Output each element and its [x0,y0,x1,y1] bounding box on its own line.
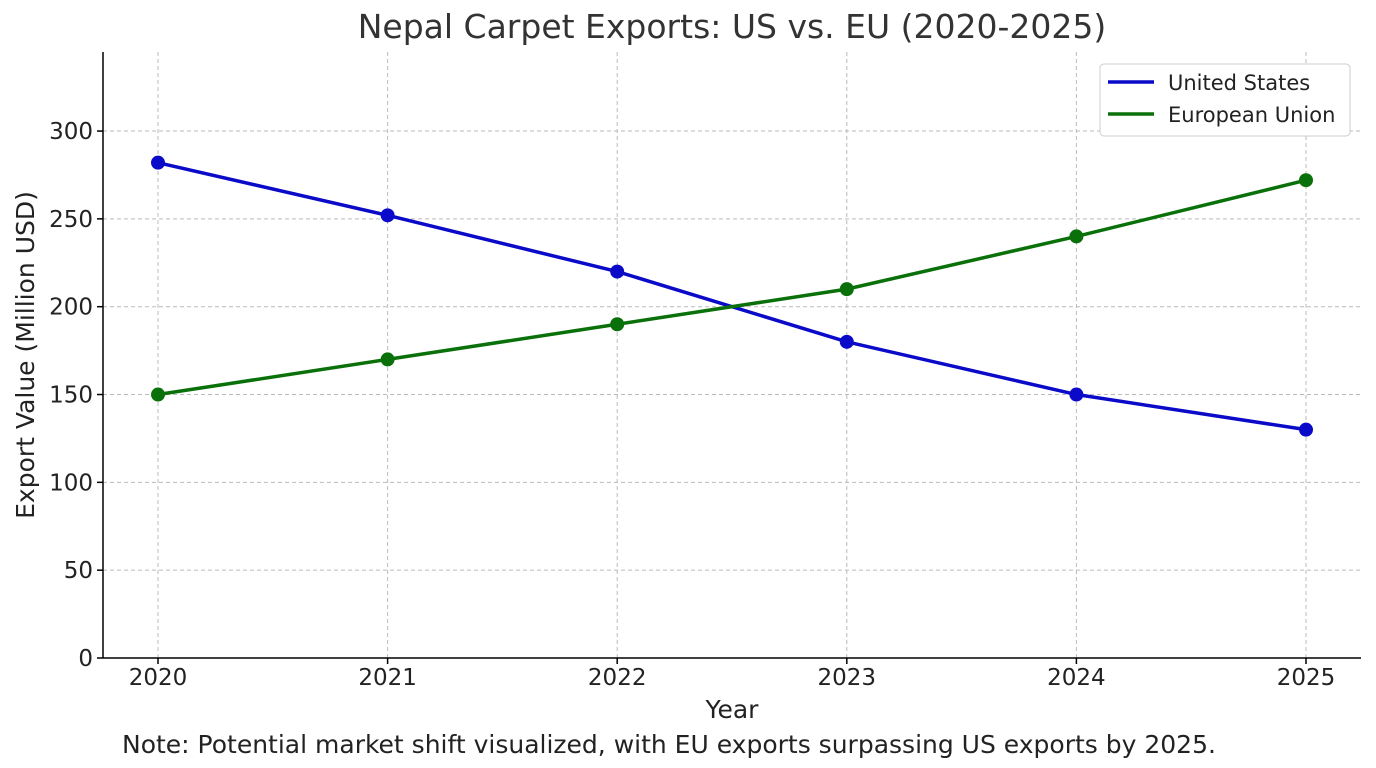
chart-note: Note: Potential market shift visualized,… [122,730,1216,759]
y-tick-label: 100 [49,470,93,496]
data-point-eu [151,387,165,402]
data-point-eu [839,282,854,297]
x-axis-label: Year [705,695,760,724]
y-axis-label: Export Value (Million USD) [11,191,40,519]
series-line-eu [157,178,1307,397]
data-point-eu [1299,173,1313,188]
tick-labels: 0 50 100 150 200 250 300 2020 2021 2022 2023 2024 20… [49,119,1335,691]
legend-label-us: United States [1168,71,1310,95]
data-point-us [151,155,165,170]
x-tick-label: 2021 [358,665,417,691]
legend-box [1099,63,1351,137]
data-point-eu [380,352,395,367]
x-tick-label: 2022 [588,665,647,691]
data-point-us [839,334,854,349]
y-tick-label: 200 [49,295,93,321]
series-group [151,155,1313,437]
grid [103,52,1361,658]
x-tick-label: 2023 [818,665,877,691]
series-line-us [157,160,1307,432]
data-point-eu [610,317,625,332]
data-point-us [610,264,625,279]
y-tick-label: 300 [49,119,93,145]
y-tick-label: 150 [49,383,93,409]
data-point-us [1069,387,1084,402]
data-point-us [1299,422,1313,437]
data-point-us [380,208,395,223]
y-tick-label: 0 [78,646,93,672]
data-point-eu [1069,229,1084,244]
axes [97,52,1361,664]
chart-title: Nepal Carpet Exports: US vs. EU (2020-20… [358,7,1107,46]
x-tick-label: 2024 [1047,665,1106,691]
x-tick-label: 2025 [1277,665,1336,691]
x-tick-label: 2020 [129,665,188,691]
y-tick-label: 50 [64,558,93,584]
y-tick-label: 250 [49,207,93,233]
legend: United States European Union [1099,63,1351,137]
legend-label-eu: European Union [1168,103,1335,127]
